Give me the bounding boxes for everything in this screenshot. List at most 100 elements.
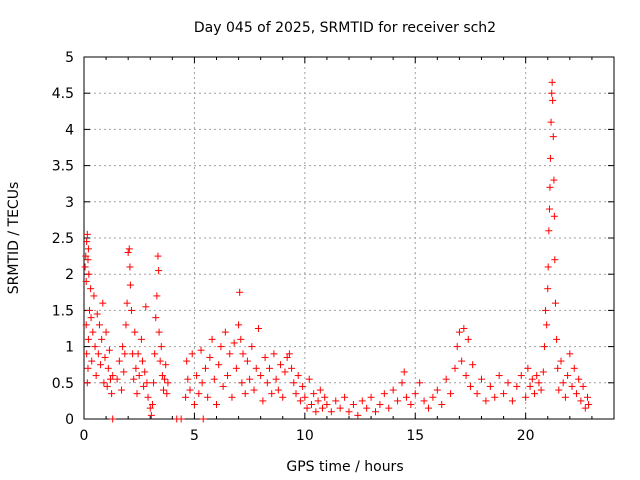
data-point — [84, 256, 92, 264]
data-point — [82, 321, 90, 329]
data-point — [199, 415, 207, 423]
data-point — [81, 263, 89, 271]
data-point — [555, 386, 563, 394]
data-point — [224, 372, 232, 380]
data-point — [526, 382, 534, 390]
data-point — [86, 306, 94, 314]
data-point — [215, 361, 223, 369]
data-point — [513, 382, 521, 390]
data-point — [241, 390, 249, 398]
data-point — [87, 314, 95, 322]
data-point — [206, 353, 214, 361]
y-tick-label: 2 — [65, 267, 74, 283]
data-point — [540, 343, 548, 351]
data-point — [188, 350, 196, 358]
data-point — [380, 390, 388, 398]
data-point — [389, 386, 397, 394]
data-point — [495, 372, 503, 380]
data-point — [307, 401, 315, 409]
data-point — [221, 328, 229, 336]
data-point — [372, 408, 379, 416]
data-point — [183, 357, 191, 365]
data-point — [230, 339, 238, 347]
data-point — [144, 393, 152, 401]
data-point — [184, 375, 192, 383]
data-point — [92, 372, 100, 380]
data-point — [327, 408, 335, 416]
data-point — [126, 263, 134, 271]
data-point — [296, 397, 304, 405]
data-point — [508, 397, 516, 405]
data-point — [243, 357, 251, 365]
data-point — [398, 379, 406, 387]
data-point — [201, 364, 209, 372]
data-point — [572, 390, 580, 398]
data-point — [164, 379, 172, 387]
data-point — [303, 404, 311, 412]
data-point — [559, 379, 567, 387]
y-tick-label: 5 — [65, 50, 74, 66]
data-point — [126, 281, 134, 289]
data-point — [115, 357, 123, 365]
data-point — [345, 408, 353, 416]
data-point — [554, 364, 562, 372]
data-point — [341, 393, 349, 401]
data-point — [133, 390, 141, 398]
y-tick-label: 0 — [65, 412, 74, 428]
data-point — [533, 372, 541, 380]
data-point — [232, 364, 240, 372]
data-point — [336, 404, 344, 412]
data-point — [130, 375, 138, 383]
data-point — [228, 393, 236, 401]
data-point — [433, 386, 441, 394]
x-tick-label: 0 — [80, 428, 89, 444]
y-tick-label: 0.5 — [52, 376, 74, 392]
data-point — [281, 368, 289, 376]
data-point — [146, 404, 154, 412]
data-point — [285, 350, 293, 358]
data-point — [219, 382, 227, 390]
data-point — [301, 393, 309, 401]
data-point — [83, 350, 91, 358]
data-point — [137, 335, 145, 343]
data-point — [283, 353, 291, 361]
data-point — [568, 382, 576, 390]
data-point — [358, 397, 366, 405]
data-point — [524, 364, 532, 372]
data-point — [155, 267, 163, 275]
data-point — [109, 372, 117, 380]
data-point — [87, 285, 95, 293]
y-axis-label: SRMTID / TECUs — [6, 182, 22, 295]
data-point — [84, 335, 92, 343]
data-point — [321, 393, 329, 401]
data-point — [97, 361, 105, 369]
data-point — [102, 328, 110, 336]
data-point — [122, 321, 130, 329]
data-point — [442, 375, 450, 383]
data-point — [82, 277, 90, 285]
data-point — [455, 328, 463, 336]
data-point — [316, 386, 324, 394]
y-tick-label: 2.5 — [52, 231, 74, 247]
data-point — [190, 401, 198, 409]
data-point — [153, 292, 161, 300]
data-point — [543, 321, 551, 329]
data-point — [83, 230, 91, 238]
data-point — [407, 401, 415, 409]
data-point — [127, 306, 135, 314]
data-point — [160, 386, 167, 394]
data-point — [113, 375, 121, 383]
x-tick-label: 10 — [296, 428, 314, 444]
data-point — [566, 350, 574, 358]
data-point — [237, 335, 245, 343]
data-point — [394, 397, 402, 405]
data-point — [332, 397, 340, 405]
data-point — [213, 401, 220, 409]
data-point — [294, 372, 302, 380]
data-point — [100, 379, 108, 387]
data-point — [458, 357, 466, 365]
data-point — [108, 390, 116, 398]
data-point — [94, 350, 102, 358]
data-point — [156, 357, 164, 365]
data-point — [151, 350, 159, 358]
